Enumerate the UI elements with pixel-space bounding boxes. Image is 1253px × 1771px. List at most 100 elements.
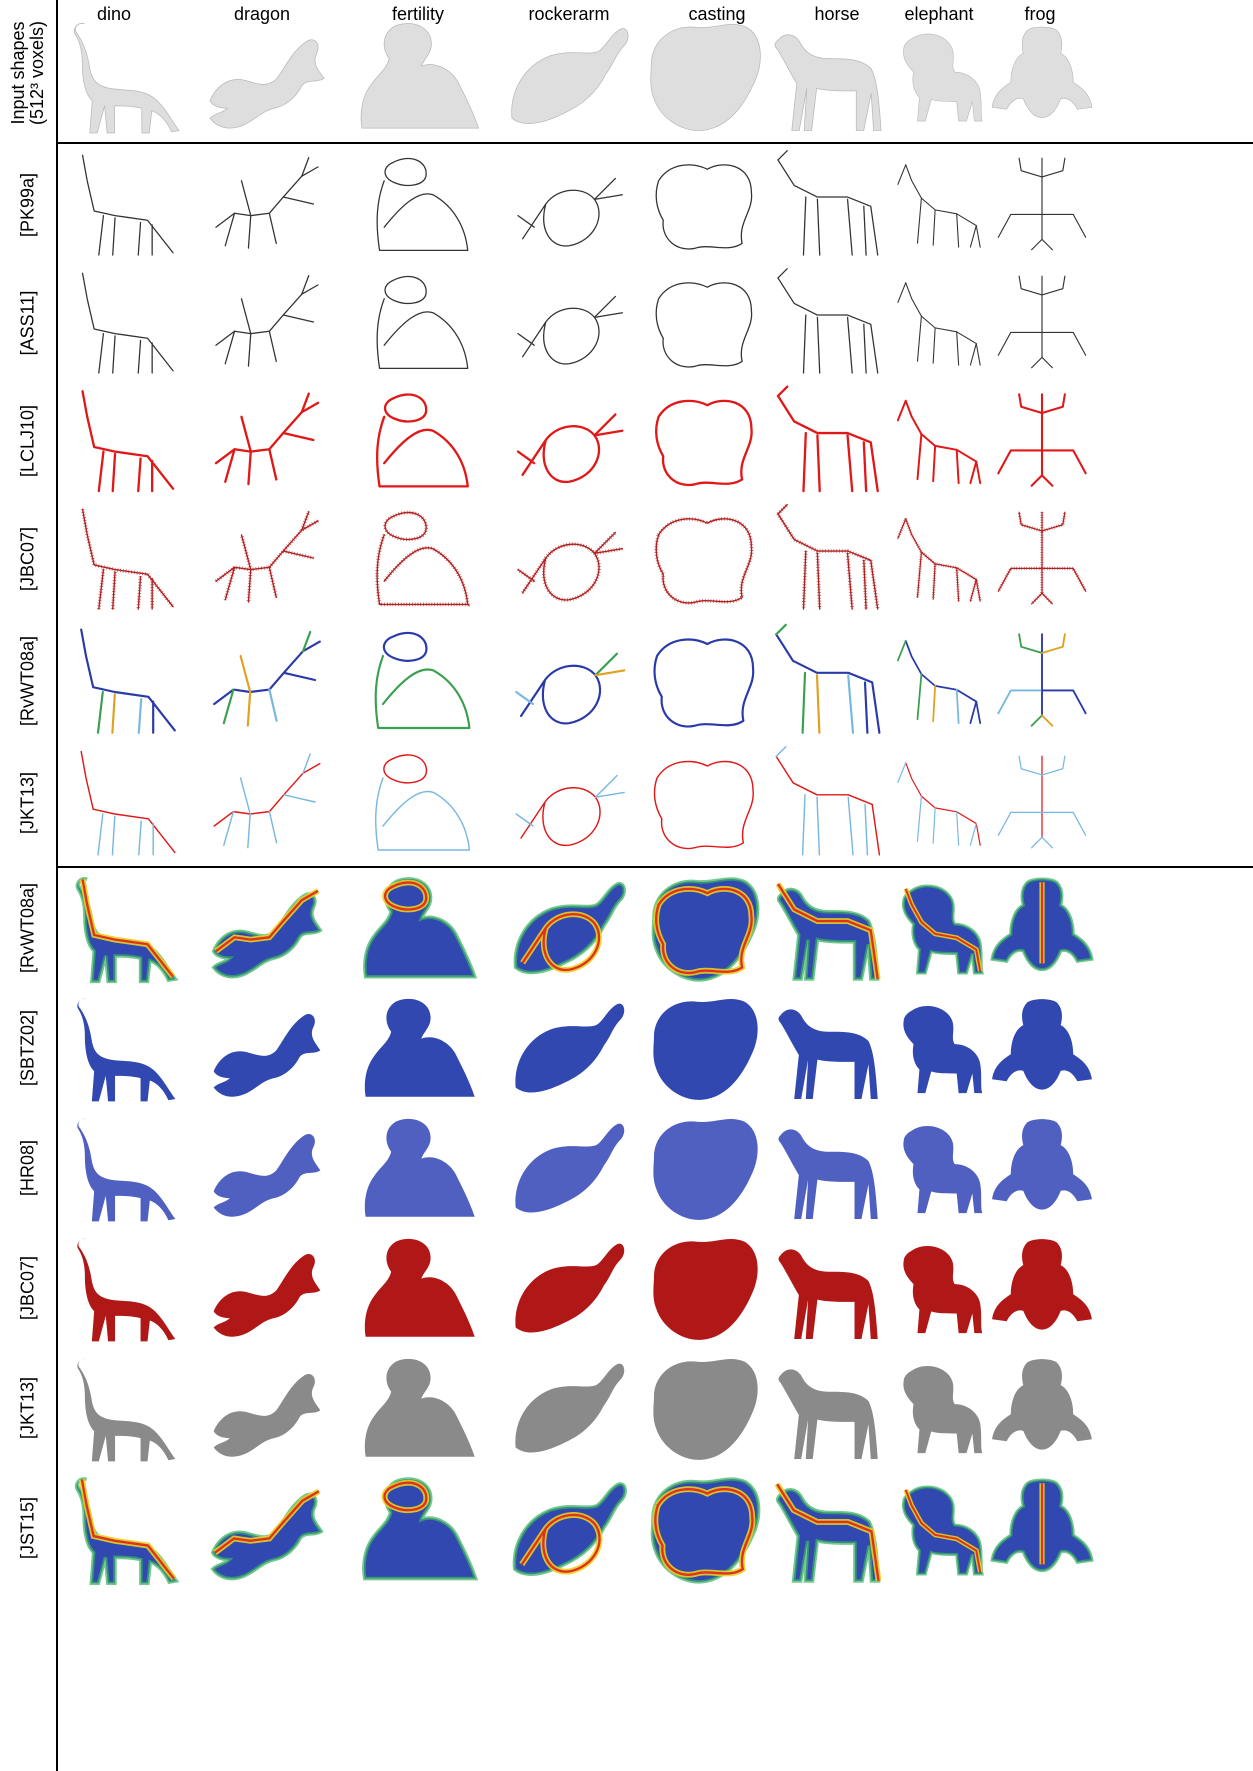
surface-4-fertility [344, 1230, 494, 1346]
row-label-surface-1: [RvWT08a] [0, 868, 56, 988]
skeleton-3-fertility [344, 382, 494, 498]
column-label-horse: horse [814, 4, 860, 24]
column-label-rockerarm: rockerarm [528, 4, 610, 24]
surface-1-horse [766, 870, 892, 986]
surface-6-horse [766, 1470, 892, 1588]
surface-6-frog [990, 1470, 1094, 1588]
skeleton-2-rockerarm [494, 264, 644, 380]
skeleton-6-frog [990, 742, 1094, 862]
row-label-text: [HR08] [17, 1139, 38, 1197]
surface-6-fertility [344, 1470, 494, 1588]
skeleton-6-fertility [344, 742, 494, 862]
row-label-input-shapes: Input shapes (512³ voxels) [0, 8, 56, 138]
surface-2-casting [644, 990, 766, 1106]
surface-2-dino [60, 990, 184, 1106]
skeleton-4-frog [990, 500, 1094, 616]
skeleton-5-elephant [892, 620, 990, 740]
row-label-text: [JBC07] [17, 1255, 38, 1321]
row-label-text: [JKT13] [17, 1376, 38, 1440]
skeleton-6-rockerarm [494, 742, 644, 862]
surface-3-frog [990, 1110, 1094, 1226]
input-shape-frog [990, 14, 1094, 138]
input-label-line1: Input shapes [8, 21, 28, 125]
row-label-text: [JKT13] [17, 771, 38, 835]
surface-1-dino [60, 870, 184, 986]
row-label-surface-3: [HR08] [0, 1108, 56, 1228]
row-label-curve-4: [JBC07] [0, 500, 56, 618]
surface-4-rockerarm [494, 1230, 644, 1346]
surface-6-casting [644, 1470, 766, 1588]
input-shape-dragon [190, 14, 344, 138]
surface-5-rockerarm [494, 1350, 644, 1466]
surface-6-dino [60, 1470, 184, 1588]
column-label-dragon: dragon [233, 4, 291, 24]
skeleton-2-dino [60, 264, 184, 380]
surface-1-dragon [190, 870, 344, 986]
skeleton-5-fertility [344, 620, 494, 740]
skeleton-1-dragon [190, 146, 344, 262]
skeleton-3-dragon [190, 382, 344, 498]
column-label-frog: frog [1024, 4, 1056, 24]
skeleton-1-casting [644, 146, 766, 262]
surface-3-horse [766, 1110, 892, 1226]
input-shape-rockerarm [494, 14, 644, 138]
skeleton-4-casting [644, 500, 766, 616]
skeleton-2-elephant [892, 264, 990, 380]
row-label-text: [RvWT08a] [17, 635, 38, 727]
surface-1-rockerarm [494, 870, 644, 986]
skeleton-1-fertility [344, 146, 494, 262]
skeleton-4-fertility [344, 500, 494, 616]
surface-5-horse [766, 1350, 892, 1466]
surface-4-frog [990, 1230, 1094, 1346]
surface-2-fertility [344, 990, 494, 1106]
column-label-elephant: elephant [904, 4, 974, 24]
skeleton-2-frog [990, 264, 1094, 380]
row-label-curve-3: [LCLJ10] [0, 382, 56, 500]
row-label-text: [SBTZ02] [17, 1009, 38, 1087]
skeleton-5-casting [644, 620, 766, 740]
input-shape-dino [60, 14, 184, 138]
column-label-fertility: fertility [391, 4, 445, 24]
surface-3-casting [644, 1110, 766, 1226]
surface-4-elephant [892, 1230, 990, 1346]
surface-1-casting [644, 870, 766, 986]
input-divider [56, 142, 1253, 144]
skeleton-4-elephant [892, 500, 990, 616]
row-label-text: [JBC07] [17, 526, 38, 592]
surface-1-elephant [892, 870, 990, 986]
skeleton-5-dragon [190, 620, 344, 740]
surface-5-elephant [892, 1350, 990, 1466]
skeleton-2-horse [766, 264, 892, 380]
skeleton-5-rockerarm [494, 620, 644, 740]
skeleton-4-rockerarm [494, 500, 644, 616]
curve-surface-divider [56, 866, 1253, 868]
surface-5-fertility [344, 1350, 494, 1466]
skeleton-3-frog [990, 382, 1094, 498]
input-shape-fertility [344, 14, 494, 138]
surface-2-dragon [190, 990, 344, 1106]
column-label-dino: dino [96, 4, 132, 24]
surface-5-frog [990, 1350, 1094, 1466]
row-label-text: [ASS11] [17, 290, 38, 356]
vertical-divider [56, 0, 58, 1771]
skeleton-6-casting [644, 742, 766, 862]
surface-2-elephant [892, 990, 990, 1106]
surface-2-horse [766, 990, 892, 1106]
skeleton-3-elephant [892, 382, 990, 498]
surface-3-fertility [344, 1110, 494, 1226]
skeleton-1-frog [990, 146, 1094, 262]
row-label-text: [RvWT08a] [17, 882, 38, 974]
skeleton-3-casting [644, 382, 766, 498]
skeleton-2-fertility [344, 264, 494, 380]
row-label-surface-6: [JST15] [0, 1468, 56, 1588]
surface-2-frog [990, 990, 1094, 1106]
surface-5-dragon [190, 1350, 344, 1466]
input-shape-elephant [892, 14, 990, 138]
surface-5-casting [644, 1350, 766, 1466]
surface-2-rockerarm [494, 990, 644, 1106]
surface-4-dragon [190, 1230, 344, 1346]
input-shape-horse [766, 14, 892, 138]
row-label-curve-6: [JKT13] [0, 742, 56, 864]
skeleton-2-dragon [190, 264, 344, 380]
surface-4-casting [644, 1230, 766, 1346]
